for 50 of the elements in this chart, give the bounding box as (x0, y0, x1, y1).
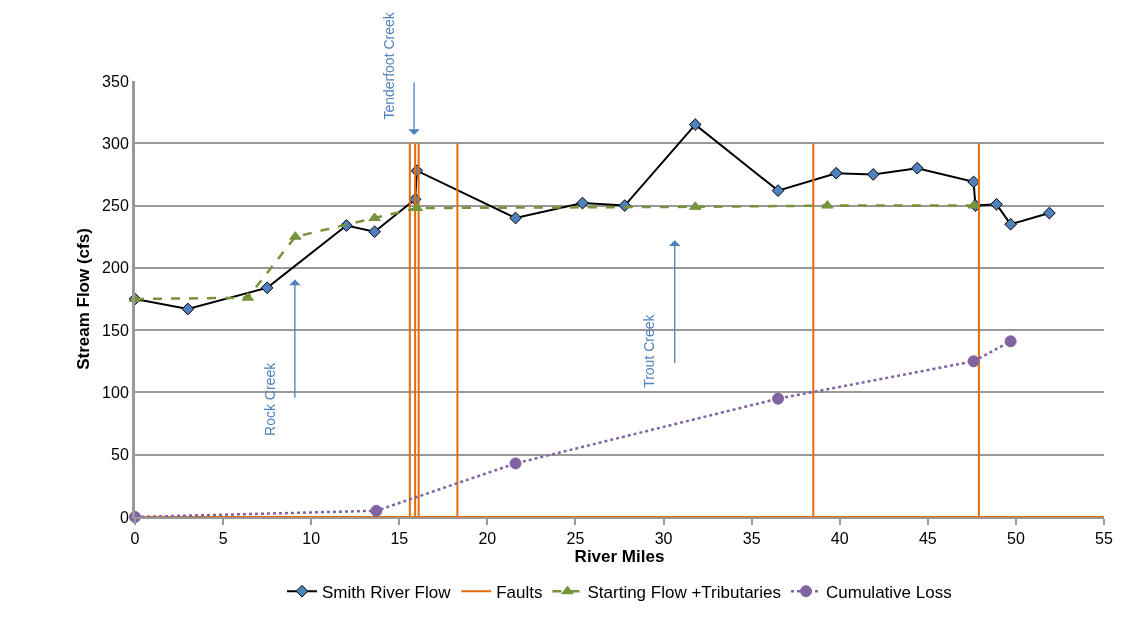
y-tick-label: 350 (102, 72, 129, 90)
x-axis-title: River Miles (574, 547, 665, 567)
point (368, 225, 381, 239)
point (829, 166, 843, 180)
x-tick-label: 10 (302, 530, 321, 548)
point (260, 281, 274, 295)
point (1004, 217, 1017, 231)
annotation: Trout Creek (641, 313, 658, 388)
y-tick-label: 150 (102, 321, 129, 339)
point (688, 118, 702, 131)
point (772, 392, 785, 405)
y-tick-label: 50 (111, 446, 129, 464)
x-tick-label: 55 (1095, 530, 1113, 548)
point (509, 457, 522, 470)
x-tick-label: 50 (1007, 530, 1025, 548)
legend-label: Faults (496, 582, 543, 602)
point (967, 355, 980, 368)
y-tick-label: 250 (102, 197, 129, 215)
annotation: Tenderfoot Creek (381, 11, 398, 120)
legend-label: Smith River Flow (322, 582, 452, 602)
point (910, 161, 924, 175)
x-tick-label: 25 (566, 530, 585, 548)
x-tick-label: 30 (654, 530, 673, 548)
point (370, 504, 383, 517)
x-tick-label: 45 (918, 530, 937, 548)
point (410, 202, 424, 212)
point (866, 168, 880, 181)
y-tick-label: 0 (119, 508, 129, 526)
legend-label: Starting Flow +Tributaries (587, 582, 782, 602)
x-tick-label: 5 (218, 530, 228, 548)
x-tick-label: 20 (478, 530, 497, 548)
point (771, 184, 785, 197)
point (990, 197, 1003, 211)
point (1043, 206, 1056, 220)
y-tick-label: 100 (102, 384, 129, 402)
y-tick-label: 200 (102, 259, 129, 277)
x-tick-label: 15 (390, 530, 409, 548)
legend-label: Cumulative Loss (826, 582, 952, 602)
y-tick-label: 300 (102, 134, 129, 152)
point (967, 175, 980, 189)
x-tick-label: 35 (742, 530, 761, 548)
annotation: Rock Creek (262, 361, 279, 436)
point (509, 211, 522, 225)
point (576, 196, 589, 210)
x-tick-label: 40 (830, 530, 849, 548)
point (1004, 335, 1017, 348)
point (181, 302, 195, 316)
point (368, 212, 381, 222)
x-tick-label: 0 (130, 530, 140, 548)
y-axis-title: Stream Flow (cfs) (74, 228, 93, 370)
